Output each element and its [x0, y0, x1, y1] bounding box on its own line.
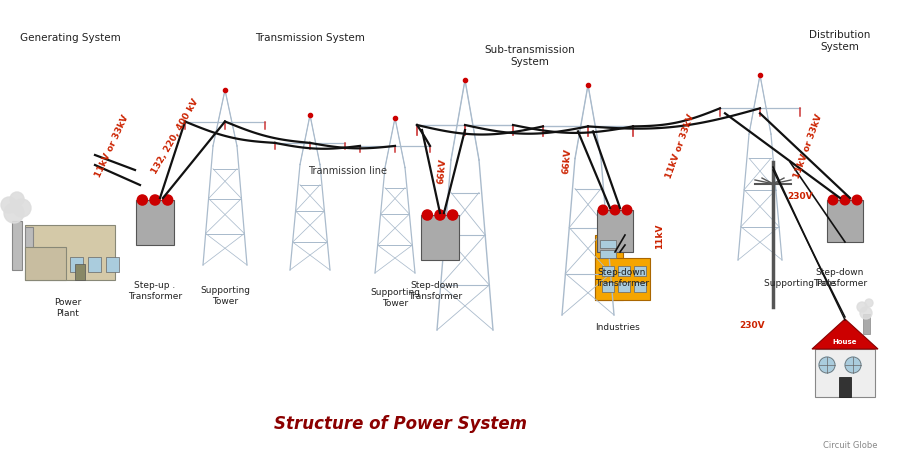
FancyBboxPatch shape: [602, 267, 614, 276]
Text: Circuit Globe: Circuit Globe: [823, 440, 878, 450]
FancyBboxPatch shape: [25, 228, 33, 260]
Circle shape: [611, 206, 620, 215]
Text: Tranmission line: Tranmission line: [309, 166, 388, 176]
Circle shape: [622, 206, 632, 215]
FancyBboxPatch shape: [827, 201, 863, 243]
FancyBboxPatch shape: [106, 258, 119, 273]
FancyBboxPatch shape: [12, 221, 22, 270]
Text: 66kV: 66kV: [561, 147, 573, 174]
Circle shape: [828, 196, 838, 205]
Circle shape: [137, 196, 147, 206]
Text: Supporting Pole: Supporting Pole: [764, 279, 836, 288]
FancyBboxPatch shape: [597, 211, 633, 253]
FancyBboxPatch shape: [136, 201, 174, 245]
Circle shape: [1, 197, 17, 213]
Text: 11kV: 11kV: [656, 223, 665, 248]
Text: 230V: 230V: [739, 321, 765, 330]
FancyBboxPatch shape: [88, 258, 101, 273]
FancyBboxPatch shape: [634, 267, 646, 276]
Text: Structure of Power System: Structure of Power System: [274, 414, 526, 432]
FancyBboxPatch shape: [602, 283, 614, 293]
Text: 230V: 230V: [788, 191, 813, 200]
FancyBboxPatch shape: [634, 283, 646, 293]
Text: 11kV or 33kV: 11kV or 33kV: [792, 112, 823, 179]
Text: Sub-transmission
System: Sub-transmission System: [485, 45, 576, 66]
Circle shape: [852, 196, 862, 205]
Circle shape: [845, 357, 861, 373]
Text: House: House: [832, 338, 858, 344]
Text: Transmission System: Transmission System: [255, 33, 365, 43]
Text: Industries: Industries: [595, 323, 640, 332]
Circle shape: [860, 307, 872, 319]
Text: Step-down
Transformer: Step-down Transformer: [813, 268, 867, 287]
Text: 66kV: 66kV: [436, 157, 447, 184]
Text: 11kV or 33kV: 11kV or 33kV: [665, 112, 696, 179]
FancyBboxPatch shape: [595, 258, 650, 300]
Circle shape: [10, 192, 24, 207]
Circle shape: [435, 211, 445, 221]
FancyBboxPatch shape: [595, 236, 623, 300]
Text: Step-down
Transformer: Step-down Transformer: [408, 281, 462, 300]
FancyBboxPatch shape: [863, 314, 870, 334]
FancyBboxPatch shape: [839, 377, 851, 397]
Text: Power
Plant: Power Plant: [55, 298, 82, 317]
Text: 11kV or 33kV: 11kV or 33kV: [93, 113, 130, 178]
Circle shape: [150, 196, 160, 206]
Text: Supporting
Tower: Supporting Tower: [200, 286, 250, 305]
FancyBboxPatch shape: [815, 349, 875, 397]
Circle shape: [422, 211, 433, 221]
FancyBboxPatch shape: [25, 226, 115, 280]
Text: Distribution
System: Distribution System: [809, 30, 871, 52]
Circle shape: [819, 357, 835, 373]
Text: Step-up .
Transformer: Step-up . Transformer: [128, 281, 182, 300]
Circle shape: [865, 299, 873, 307]
FancyBboxPatch shape: [600, 250, 616, 258]
Circle shape: [447, 211, 458, 221]
FancyBboxPatch shape: [70, 258, 83, 273]
FancyBboxPatch shape: [600, 241, 616, 248]
FancyBboxPatch shape: [25, 248, 66, 280]
Text: Supporting
Tower: Supporting Tower: [370, 288, 420, 307]
Circle shape: [598, 206, 608, 215]
FancyBboxPatch shape: [75, 264, 85, 280]
FancyBboxPatch shape: [618, 283, 630, 293]
Circle shape: [841, 196, 850, 205]
Polygon shape: [812, 319, 878, 349]
Text: Generating System: Generating System: [20, 33, 120, 43]
Circle shape: [13, 200, 31, 217]
FancyBboxPatch shape: [421, 216, 459, 260]
Circle shape: [857, 302, 867, 312]
FancyBboxPatch shape: [618, 267, 630, 276]
Text: 132, 220, 400 kV: 132, 220, 400 kV: [150, 96, 200, 175]
Circle shape: [163, 196, 172, 206]
Circle shape: [4, 203, 24, 223]
Text: Step-down
Transformer: Step-down Transformer: [595, 268, 649, 287]
